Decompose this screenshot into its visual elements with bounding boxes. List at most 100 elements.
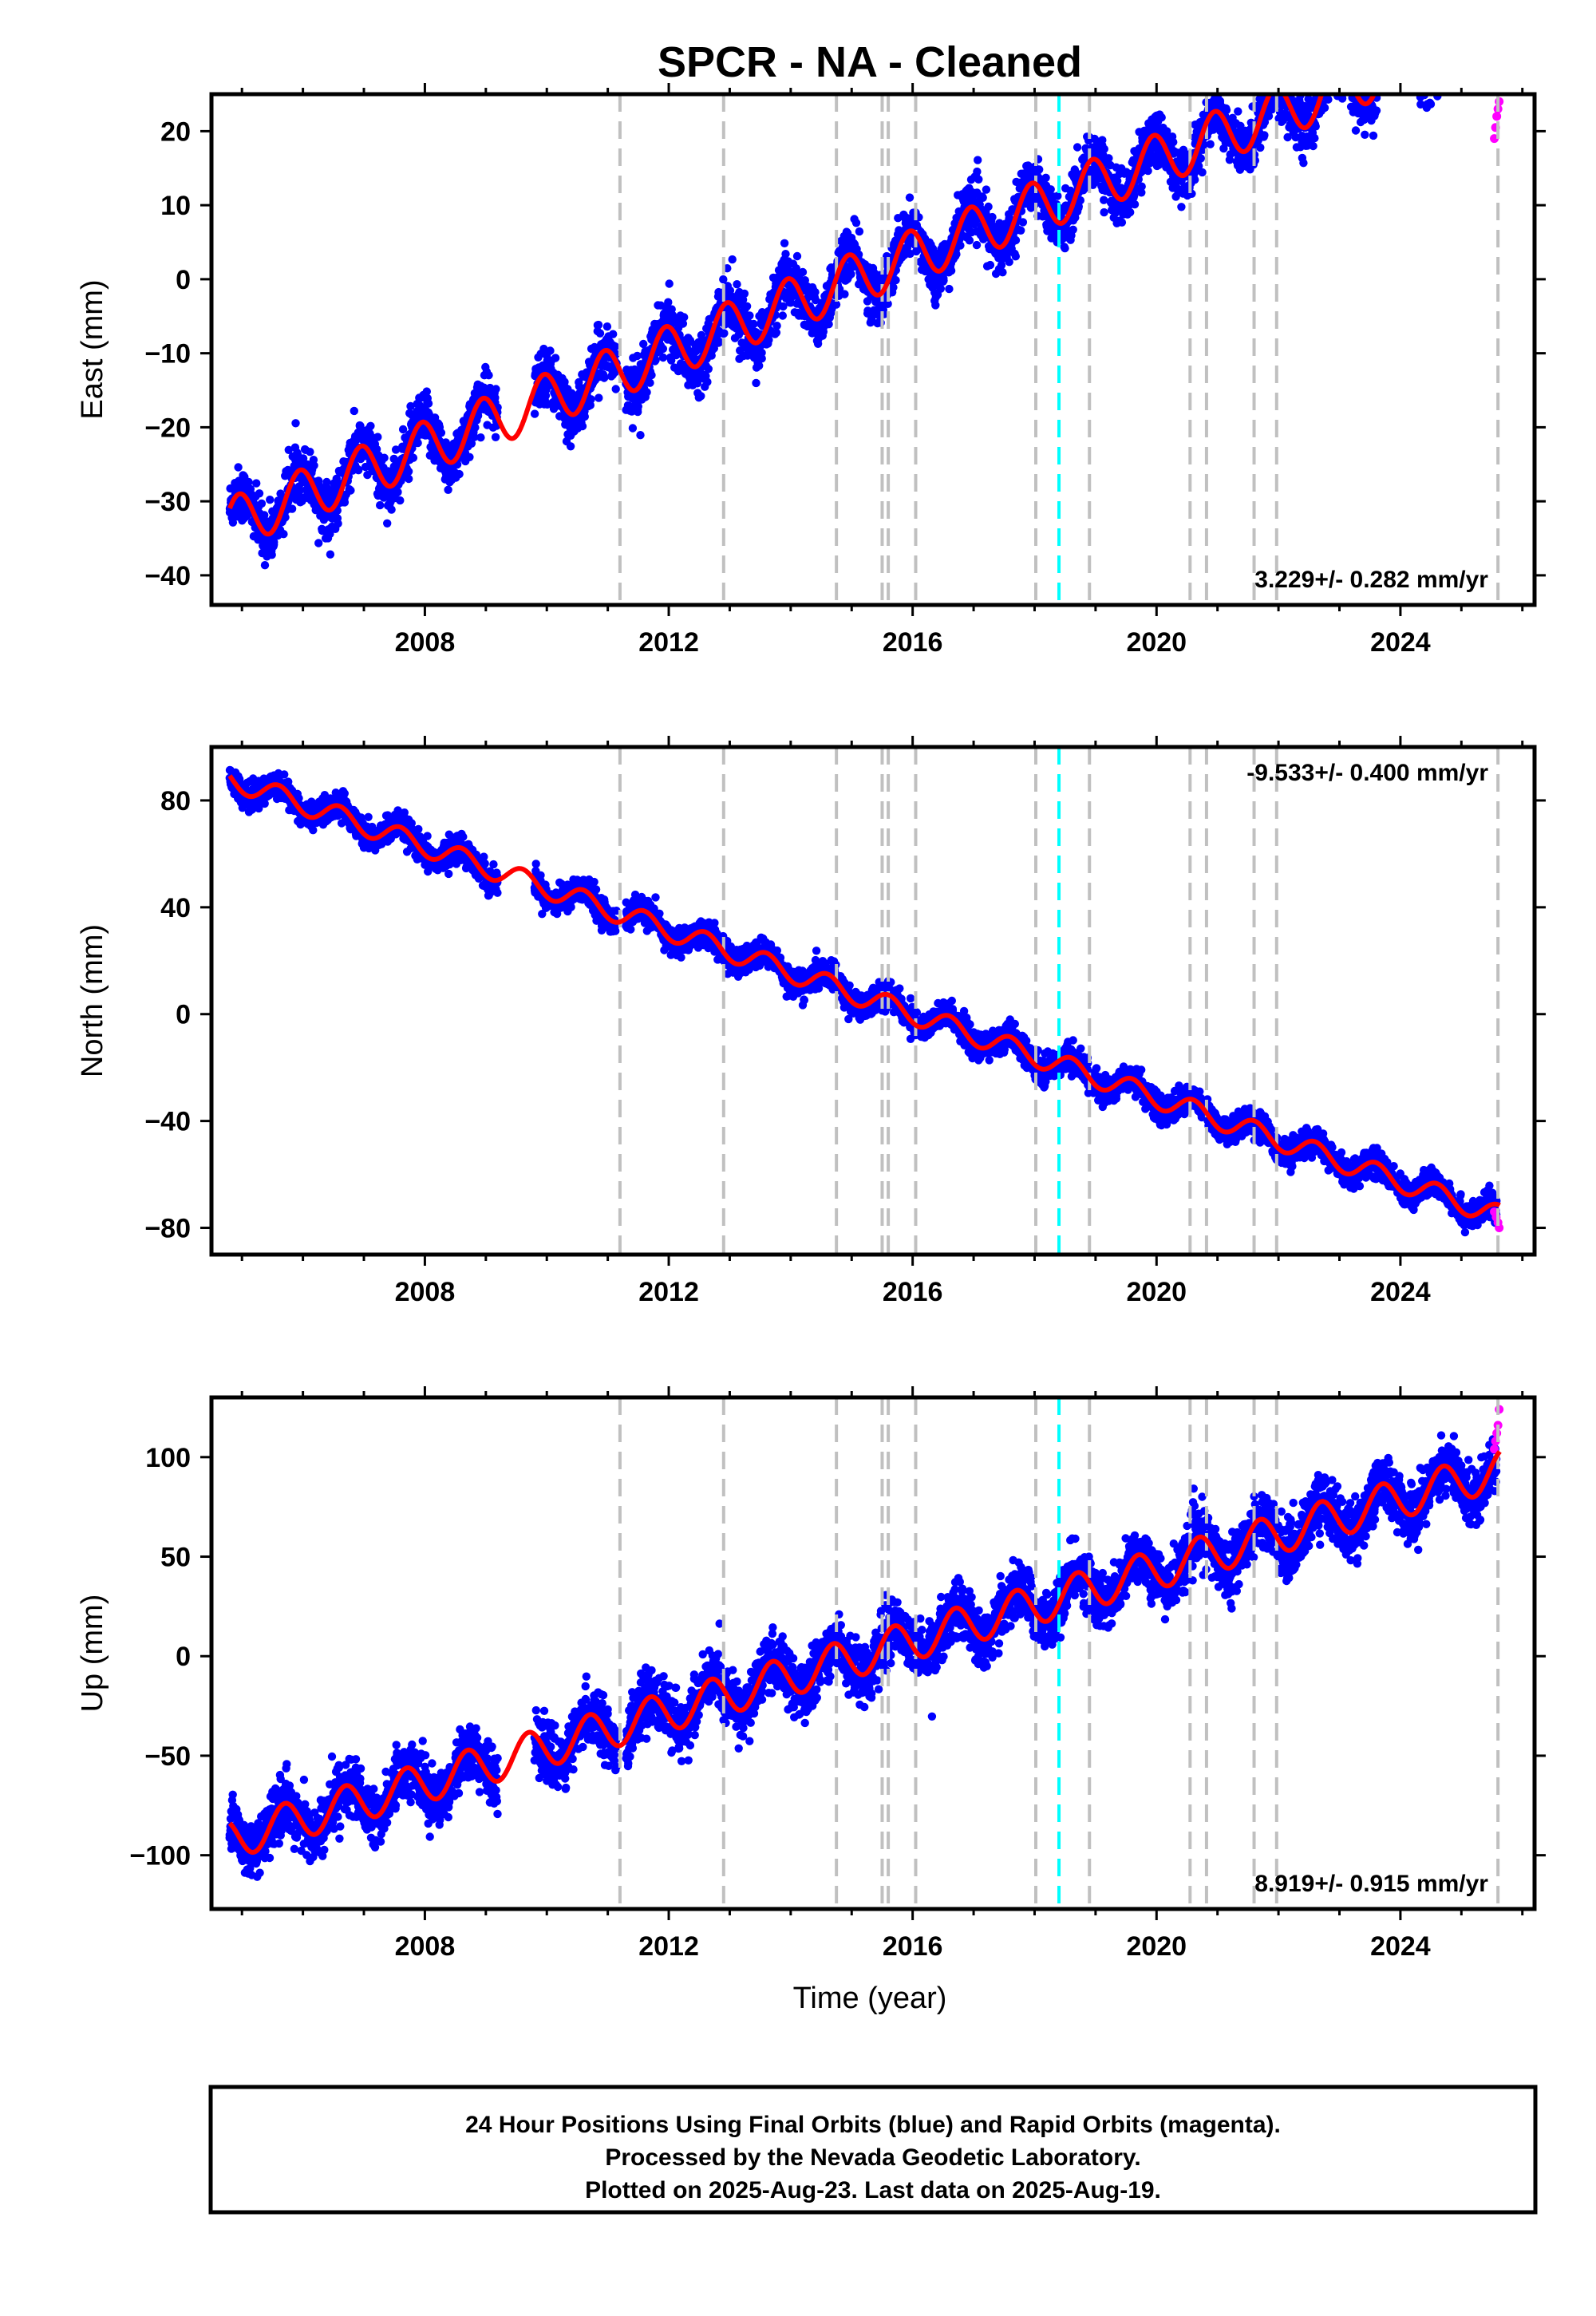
final-orbit-point	[740, 289, 749, 298]
final-orbit-point	[1442, 22, 1450, 30]
final-orbit-point	[1459, 10, 1467, 18]
final-orbit-point	[354, 466, 363, 475]
final-orbit-point	[1271, 78, 1279, 86]
final-orbit-point	[306, 448, 314, 456]
final-orbit-point	[1389, 42, 1397, 50]
final-orbit-point	[1345, 75, 1353, 83]
final-orbit-point	[1449, 15, 1457, 23]
final-orbit-point	[1396, 38, 1404, 45]
final-orbit-point	[1466, 48, 1474, 56]
final-orbit-point	[1431, 70, 1439, 78]
final-orbit-point	[1426, 83, 1434, 91]
final-orbit-point	[1382, 70, 1390, 78]
final-orbit-point	[1460, 0, 1468, 4]
final-orbit-point	[1441, 56, 1449, 64]
final-orbit-point	[1417, 56, 1425, 64]
final-orbit-point	[1385, 61, 1393, 69]
final-orbit-point	[811, 287, 820, 297]
final-orbit-point	[1352, 69, 1360, 77]
final-orbit-point	[1409, 58, 1417, 66]
final-orbit-point	[1389, 41, 1396, 49]
final-orbit-point	[1393, 4, 1401, 12]
final-orbit-point	[1328, 68, 1336, 76]
final-orbit-point	[1432, 32, 1440, 40]
final-orbit-point	[1331, 53, 1339, 61]
final-orbit-point	[610, 342, 620, 351]
final-orbit-point	[437, 429, 446, 437]
final-orbit-point	[1450, 11, 1458, 19]
final-orbit-point	[1334, 38, 1342, 45]
final-orbit-point	[1412, 76, 1420, 84]
final-orbit-point	[1487, 43, 1495, 51]
final-orbit-point	[1411, 63, 1419, 71]
final-orbit-point	[1423, 77, 1431, 85]
final-orbit-point	[1432, 47, 1440, 55]
final-orbit-point	[1447, 21, 1455, 29]
final-orbit-point	[1317, 78, 1325, 86]
final-orbit-point	[1452, 6, 1460, 14]
final-orbit-point	[1390, 31, 1398, 39]
final-orbit-point	[855, 227, 864, 236]
final-orbit-point	[1490, 38, 1498, 45]
final-orbit-point	[1395, 40, 1403, 48]
final-orbit-point	[1454, 30, 1462, 38]
final-orbit-point	[1470, 29, 1478, 37]
final-orbit-point	[1035, 165, 1044, 174]
final-orbit-point	[1429, 60, 1437, 68]
final-orbit-point	[1384, 52, 1392, 60]
final-orbit-point	[792, 251, 802, 261]
final-orbit-point	[1424, 49, 1432, 57]
final-orbit-point	[1399, 22, 1407, 30]
final-orbit-point	[1476, 47, 1484, 55]
final-orbit-point	[1322, 58, 1330, 66]
final-orbit-point	[1387, 7, 1395, 15]
final-orbit-point	[1489, 58, 1497, 66]
final-orbit-point	[1329, 63, 1337, 71]
final-orbit-point	[471, 423, 480, 432]
final-orbit-point	[1429, 75, 1437, 83]
final-orbit-point	[1428, 76, 1436, 84]
final-orbit-point	[1337, 53, 1345, 61]
final-orbit-point	[1396, 19, 1404, 27]
final-orbit-point	[1480, 46, 1488, 54]
final-orbit-point	[1386, 45, 1394, 53]
final-orbit-point	[1444, 18, 1452, 26]
final-orbit-point	[1487, 55, 1495, 63]
final-orbit-point	[1475, 63, 1483, 71]
final-orbit-point	[1316, 77, 1324, 85]
x-tick-label: 2020	[1126, 627, 1187, 658]
final-orbit-point	[1476, 14, 1484, 22]
final-orbit-point	[764, 335, 773, 345]
final-orbit-point	[326, 550, 335, 559]
final-orbit-point	[1268, 76, 1276, 84]
final-orbit-point	[1483, 55, 1491, 63]
final-orbit-point	[1459, 0, 1467, 4]
final-orbit-point	[1477, 57, 1485, 65]
final-orbit-point	[1041, 173, 1050, 182]
final-orbit-point	[1400, 49, 1408, 57]
final-orbit-point	[1323, 70, 1331, 78]
final-orbit-point	[1451, 5, 1459, 13]
final-orbit-point	[728, 255, 737, 264]
final-orbit-point	[1402, 77, 1410, 85]
final-orbit-point	[1378, 68, 1386, 76]
final-orbit-point	[1432, 63, 1440, 71]
final-orbit-point	[1431, 69, 1439, 77]
final-orbit-point	[1324, 95, 1333, 104]
final-orbit-point	[1316, 67, 1324, 75]
final-orbit-point	[1410, 65, 1418, 73]
final-orbit-point	[1491, 47, 1499, 55]
final-orbit-point	[1381, 41, 1389, 49]
east-plot-area	[225, 0, 1504, 605]
final-orbit-point	[1438, 34, 1446, 42]
final-orbit-point	[595, 393, 603, 402]
final-orbit-point	[1479, 44, 1487, 52]
final-orbit-point	[1471, 36, 1479, 44]
final-orbit-point	[757, 348, 766, 358]
final-orbit-point	[1399, 69, 1407, 77]
final-orbit-point	[1357, 69, 1365, 77]
final-orbit-point	[1418, 73, 1426, 81]
final-orbit-point	[1416, 63, 1424, 71]
final-orbit-point	[1408, 45, 1416, 53]
final-orbit-point	[1404, 38, 1412, 46]
